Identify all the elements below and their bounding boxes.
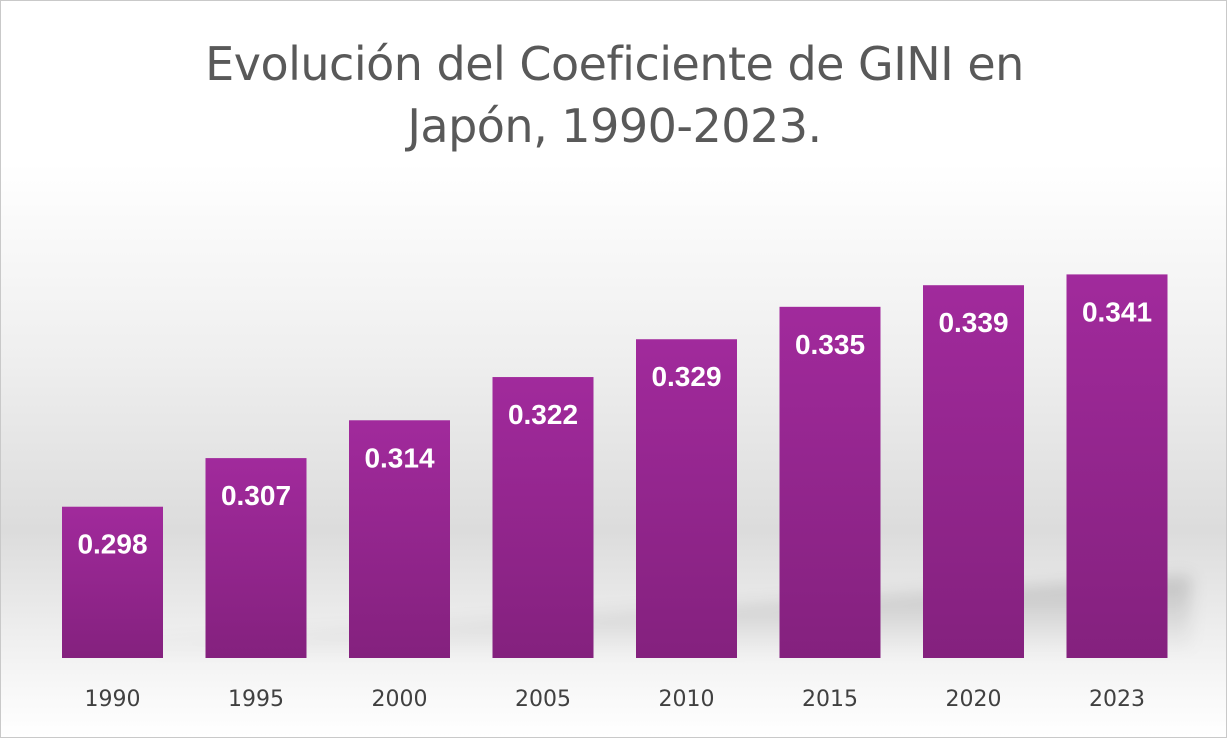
x-tick-label-1995: 1995 <box>228 687 284 712</box>
value-labels-layer: 0.298 0.307 0.314 0.322 0.329 0.335 0.339 0.341 <box>77 296 1152 559</box>
bar-2000 <box>349 420 450 658</box>
bar-1995 <box>205 458 307 658</box>
x-tick-label-1990: 1990 <box>85 687 141 712</box>
x-axis-tick-labels: 1990 1995 2000 2005 2010 2015 2020 2023 <box>85 687 1146 712</box>
bar-2020 <box>923 285 1024 658</box>
bar-2005 <box>492 377 594 658</box>
bar-value-label-1995: 0.307 <box>221 480 291 511</box>
chart-title-line-2: Japón, 1990-2023. <box>407 99 822 153</box>
chart-title-line-1: Evolución del Coeficiente de GINI en <box>205 37 1024 91</box>
bars-layer <box>62 274 1168 658</box>
bar-value-label-2005: 0.322 <box>508 399 578 430</box>
bar-value-label-2010: 0.329 <box>651 361 721 392</box>
x-tick-label-2023: 2023 <box>1089 687 1145 712</box>
chart-title: Evolución del Coeficiente de GINI en Jap… <box>101 33 1128 157</box>
bar-2010 <box>636 339 737 658</box>
bar-value-label-2015: 0.335 <box>795 329 865 360</box>
bar-1990 <box>62 506 163 658</box>
bar-value-label-2000: 0.314 <box>364 442 434 473</box>
x-tick-label-2015: 2015 <box>802 687 858 712</box>
bar-2023 <box>1066 274 1168 658</box>
bar-value-label-1990: 0.298 <box>77 529 147 560</box>
bar-2015 <box>779 306 881 658</box>
bar-value-label-2020: 0.339 <box>938 307 1008 338</box>
bar-value-label-2023: 0.341 <box>1082 296 1152 327</box>
x-tick-label-2010: 2010 <box>659 687 715 712</box>
x-tick-label-2005: 2005 <box>515 687 571 712</box>
x-tick-label-2020: 2020 <box>946 687 1002 712</box>
x-tick-label-2000: 2000 <box>372 687 428 712</box>
